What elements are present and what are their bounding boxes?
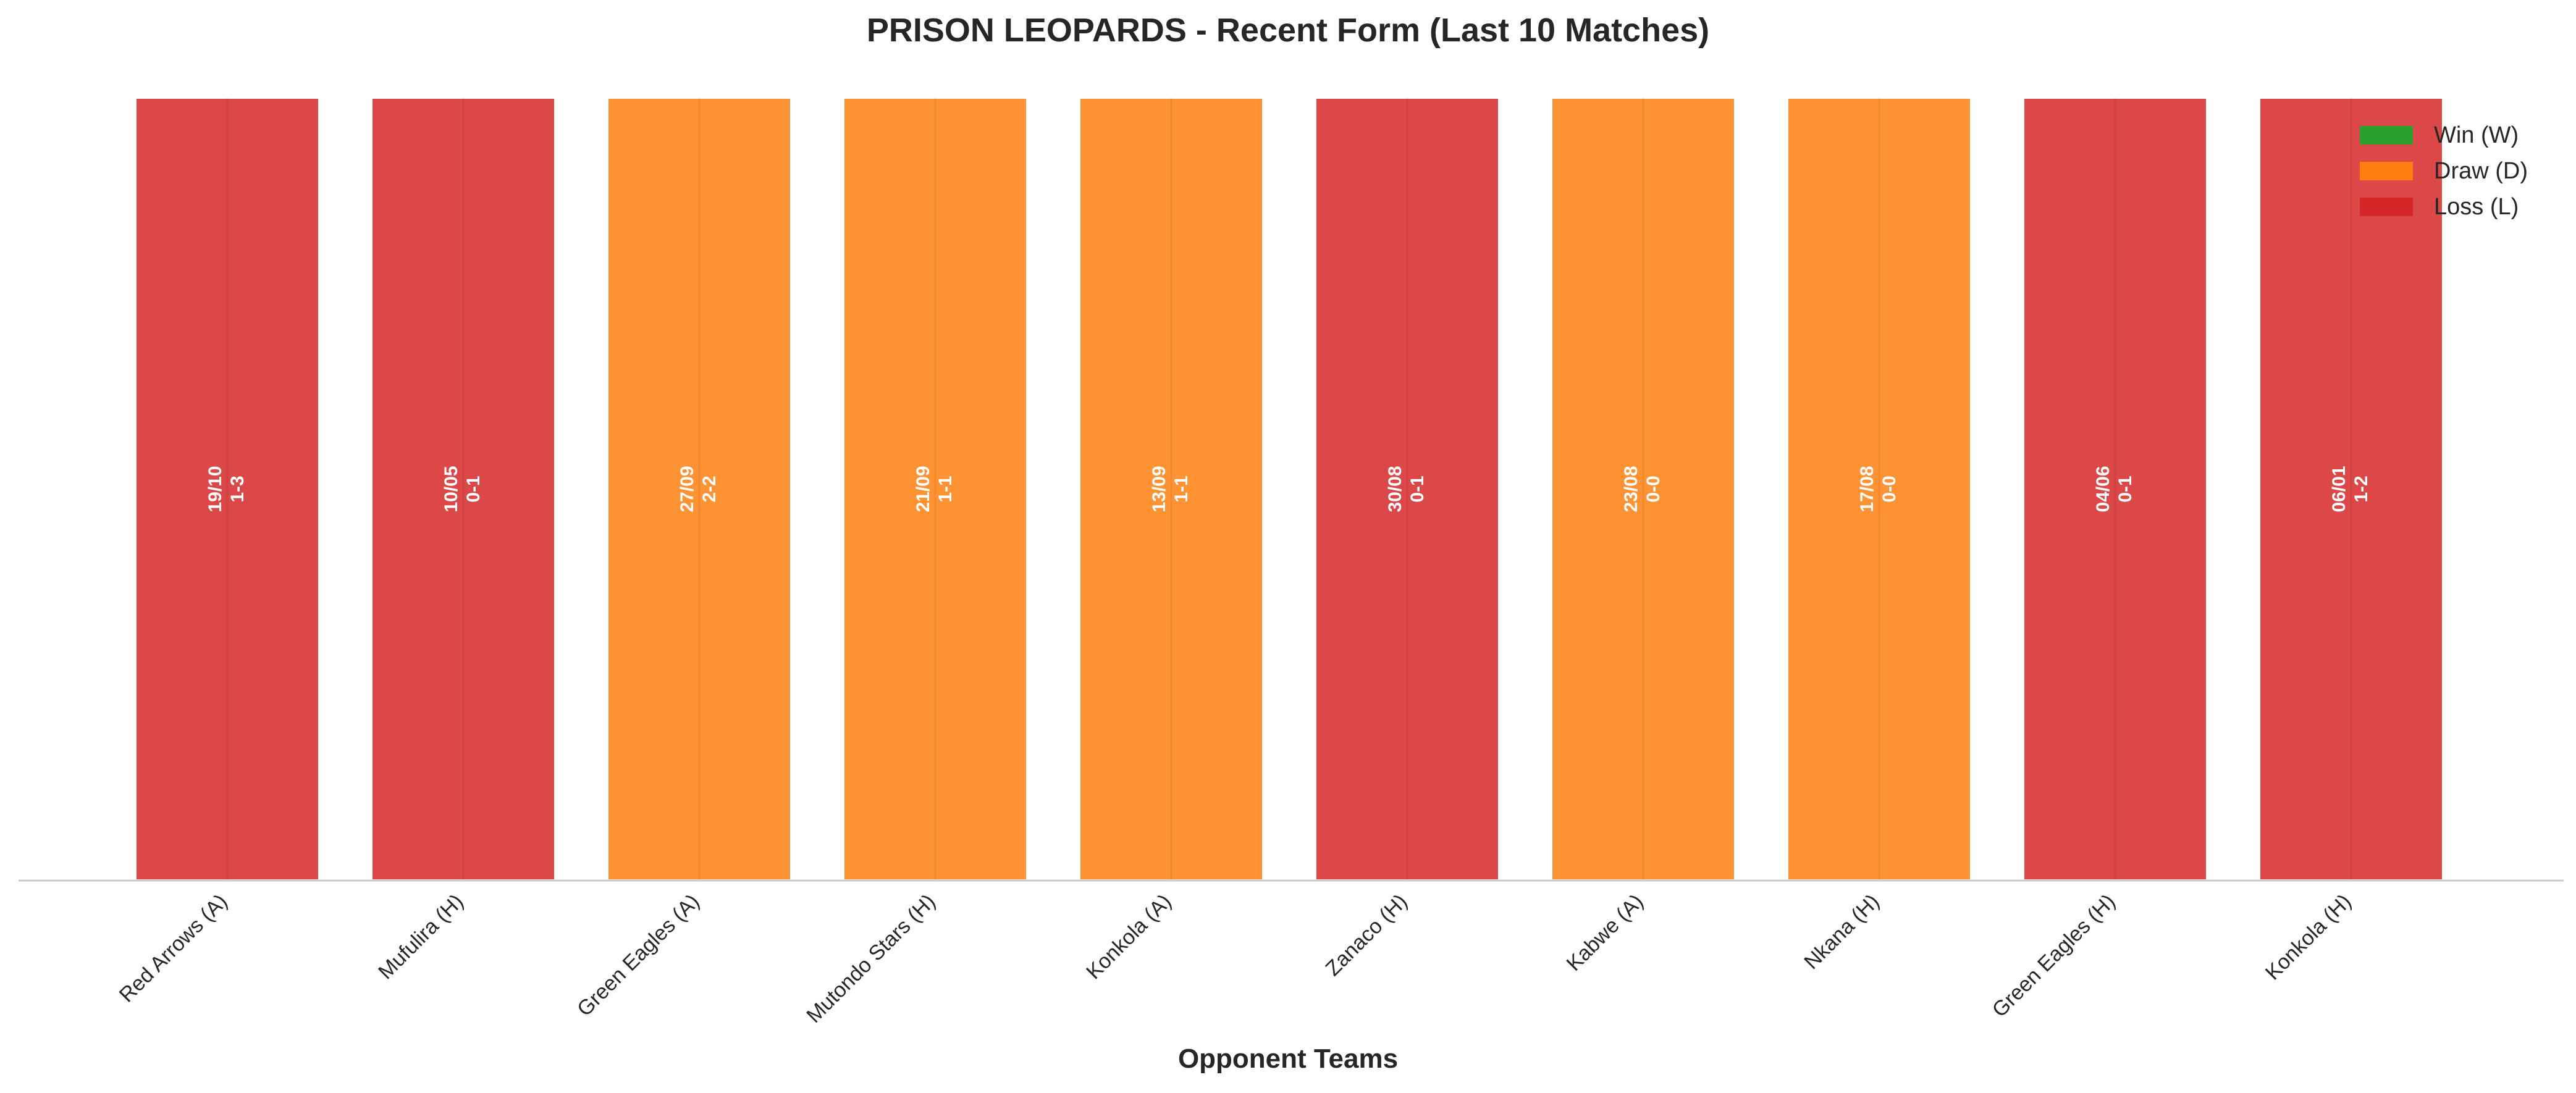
bar-data-label: 27/09 2-2 <box>677 466 720 512</box>
bar-score-label: 0-1 <box>2115 475 2136 502</box>
bar-score-label: 1-3 <box>227 475 248 502</box>
bar-4 <box>842 96 1029 882</box>
bar-date-label: 27/09 <box>677 466 697 512</box>
bar-labels-group: 19/10 1-3 10/05 0-1 27/09 2-2 21/09 1-1 13/09 1-1… <box>205 466 2372 512</box>
bar-data-label: 21/09 1-1 <box>913 466 956 512</box>
x-tick-label: Konkola (A) <box>1082 890 1176 984</box>
bar-data-label: 13/09 1-1 <box>1149 466 1192 512</box>
legend-swatch-loss <box>2360 198 2413 216</box>
bar-score-label: 0-1 <box>1407 475 1428 502</box>
bar-data-label: 10/05 0-1 <box>441 466 484 512</box>
bar-data-label: 23/08 0-0 <box>1621 466 1664 512</box>
legend-label-loss: Loss (L) <box>2434 193 2519 220</box>
bar-score-label: 1-2 <box>2351 475 2372 502</box>
legend-item-win: Win (W) <box>2360 117 2528 153</box>
x-tick-labels-group: Red Arrows (A) Mufulira (H) Green Eagles (… <box>115 890 2356 1028</box>
bar-date-label: 21/09 <box>913 466 933 512</box>
bar-data-label: 19/10 1-3 <box>205 466 248 512</box>
bar-date-label: 19/10 <box>205 466 225 512</box>
bar-date-label: 30/08 <box>1385 466 1405 512</box>
chart-title: PRISON LEOPARDS - Recent Form (Last 10 M… <box>866 12 1710 49</box>
bar-date-label: 13/09 <box>1149 466 1169 512</box>
legend-swatch-win <box>2360 126 2413 144</box>
x-axis-label: Opponent Teams <box>1177 1044 1399 1074</box>
x-tick-label: Red Arrows (A) <box>115 890 232 1007</box>
bar-data-label: 30/08 0-1 <box>1385 466 1428 512</box>
bar-3 <box>606 96 793 882</box>
bar-date-label: 10/05 <box>441 466 461 512</box>
bar-date-label: 04/06 <box>2093 466 2113 512</box>
bar-data-label: 04/06 0-1 <box>2093 466 2136 512</box>
legend-label-win: Win (W) <box>2434 122 2519 148</box>
bar-7 <box>1550 96 1736 882</box>
bar-score-label: 0-1 <box>463 475 484 502</box>
legend: Win (W) Draw (D) Loss (L) <box>2360 117 2528 225</box>
bar-date-label: 06/01 <box>2329 466 2349 512</box>
bar-score-label: 1-1 <box>1171 475 1192 502</box>
bar-date-label: 23/08 <box>1621 466 1641 512</box>
x-tick-label: Zanaco (H) <box>1321 890 1412 981</box>
x-tick-label: Green Eagles (H) <box>1988 890 2120 1022</box>
bar-data-label: 06/01 1-2 <box>2329 466 2372 512</box>
legend-item-draw: Draw (D) <box>2360 153 2528 189</box>
bar-data-label: 17/08 0-0 <box>1857 466 1900 512</box>
bar-score-label: 0-0 <box>1643 475 1664 502</box>
legend-swatch-draw <box>2360 162 2413 180</box>
bar-score-label: 1-1 <box>935 475 956 502</box>
bar-score-label: 0-0 <box>1879 475 1900 502</box>
x-tick-label: Mufulira (H) <box>374 890 468 984</box>
x-tick-label: Green Eagles (A) <box>573 890 704 1021</box>
legend-label-draw: Draw (D) <box>2434 157 2528 184</box>
x-tick-label: Mutondo Stars (H) <box>802 890 940 1028</box>
bar-1 <box>134 96 321 882</box>
bar-5 <box>1078 96 1265 882</box>
bar-10 <box>2258 96 2444 882</box>
bar-score-label: 2-2 <box>699 475 720 502</box>
bar-8 <box>1786 96 1972 882</box>
bars-group <box>134 96 2444 882</box>
legend-item-loss: Loss (L) <box>2360 189 2528 225</box>
x-tick-label: Konkola (H) <box>2261 890 2356 985</box>
x-tick-label: Nkana (H) <box>1799 890 1884 974</box>
x-tick-label: Kabwe (A) <box>1562 890 1648 976</box>
bar-date-label: 17/08 <box>1857 466 1877 512</box>
bar-9 <box>2022 96 2208 882</box>
bar-6 <box>1314 96 1501 882</box>
